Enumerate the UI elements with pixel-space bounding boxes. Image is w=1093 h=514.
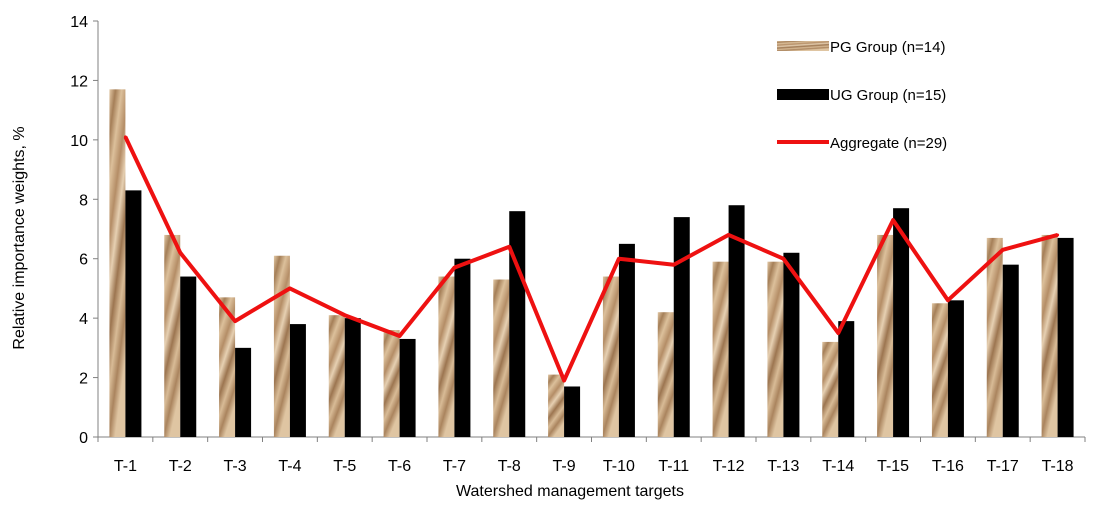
x-tick-label: T-3 <box>224 458 247 475</box>
x-tick-label: T-6 <box>388 458 411 475</box>
bar-ug-group <box>564 386 581 437</box>
aggregate-point <box>781 257 785 261</box>
bar-pg-group <box>219 297 236 437</box>
x-tick-label: T-17 <box>987 458 1019 475</box>
bar-pg-group <box>548 374 565 437</box>
aggregate-point <box>452 266 456 270</box>
bar-pg-group <box>1041 234 1058 437</box>
x-tick-label: T-12 <box>713 458 745 475</box>
y-tick-label: 4 <box>79 311 88 328</box>
legend-label-aggregate: Aggregate (n=29) <box>830 135 947 152</box>
y-axis-title: Relative importance weights, % <box>11 126 28 349</box>
legend-swatch-ug <box>777 89 829 100</box>
bars <box>109 89 1074 437</box>
bar-ug-group <box>838 321 855 437</box>
aggregate-point <box>507 245 511 249</box>
bar-ug-group <box>454 258 471 437</box>
bar-pg-group <box>328 315 345 437</box>
x-tick-label: T-18 <box>1042 458 1074 475</box>
aggregate-point <box>617 257 621 261</box>
bar-ug-group <box>235 347 252 437</box>
aggregate-point <box>1001 248 1005 252</box>
y-tick-label: 10 <box>70 133 88 150</box>
bar-pg-group <box>767 261 784 437</box>
bar-pg-group <box>986 237 1003 437</box>
bar-pg-group <box>164 234 181 437</box>
aggregate-point <box>343 313 347 317</box>
y-axis: 0 2 4 6 8 10 12 14 <box>70 14 99 447</box>
x-tick-label: T-15 <box>877 458 909 475</box>
bar-pg-group <box>822 341 839 437</box>
aggregate-point <box>233 319 237 323</box>
bar-ug-group <box>509 211 526 437</box>
y-tick-label: 8 <box>79 192 88 209</box>
x-tick-label: T-11 <box>658 458 689 475</box>
x-tick-label: T-14 <box>822 458 854 475</box>
bar-ug-group <box>618 243 635 437</box>
x-tick-label: T-10 <box>603 458 635 475</box>
bar-pg-group <box>438 276 455 437</box>
bar-pg-group <box>657 312 674 437</box>
legend-swatch-pg <box>777 41 829 51</box>
x-axis: T-1 T-2 T-3 T-4 T-5 T-6 T-7 T-8 T-9 T-10 T-11 T-12 T… <box>97 436 1086 475</box>
bar-ug-group <box>728 205 745 437</box>
bar-pg-group <box>602 276 619 437</box>
x-tick-label: T-8 <box>498 458 521 475</box>
y-tick-label: 2 <box>79 371 88 388</box>
legend: PG Group (n=14) UG Group (n=15) Aggregat… <box>777 39 947 152</box>
legend-label-ug: UG Group (n=15) <box>830 87 946 104</box>
bar-ug-group <box>289 324 306 437</box>
x-tick-label: T-7 <box>443 458 466 475</box>
legend-label-pg: PG Group (n=14) <box>830 39 945 56</box>
bar-pg-group <box>109 89 126 437</box>
aggregate-point <box>727 233 731 237</box>
bar-ug-group <box>947 300 964 437</box>
bar-ug-group <box>399 338 416 437</box>
bar-pg-group <box>493 279 510 437</box>
bar-pg-group <box>931 303 948 437</box>
aggregate-point <box>672 263 676 267</box>
bar-pg-group <box>877 234 894 437</box>
aggregate-point <box>562 379 566 383</box>
x-tick-label: T-16 <box>932 458 964 475</box>
y-tick-label: 14 <box>70 14 88 31</box>
bar-ug-group <box>344 318 361 437</box>
x-tick-label: T-4 <box>278 458 301 475</box>
aggregate-line-layer <box>123 135 1060 383</box>
x-tick-label: T-1 <box>114 458 137 475</box>
aggregate-point <box>398 334 402 338</box>
aggregate-point <box>178 251 182 255</box>
bar-ug-group <box>673 217 690 437</box>
y-tick-label: 12 <box>70 73 88 90</box>
aggregate-point <box>1056 233 1060 237</box>
bar-pg-group <box>273 255 290 437</box>
bar-ug-group <box>1057 237 1074 437</box>
x-axis-title: Watershed management targets <box>456 483 684 500</box>
aggregate-point <box>288 286 292 290</box>
x-tick-label: T-5 <box>333 458 356 475</box>
aggregate-point <box>946 298 950 302</box>
bar-ug-group <box>180 276 197 437</box>
aggregate-line <box>123 136 1059 383</box>
bar-ug-group <box>1002 264 1019 437</box>
bar-pg-group <box>712 261 729 437</box>
bar-ug-group <box>125 190 142 437</box>
aggregate-point <box>891 218 895 222</box>
y-tick-label: 6 <box>79 252 88 269</box>
bar-pg-group <box>383 330 400 437</box>
x-tick-label: T-2 <box>169 458 192 475</box>
x-tick-label: T-9 <box>553 458 576 475</box>
aggregate-point <box>123 135 127 139</box>
x-tick-label: T-13 <box>767 458 799 475</box>
y-tick-label: 0 <box>79 430 88 447</box>
aggregate-point <box>836 331 840 335</box>
bar-ug-group <box>893 208 910 437</box>
bar-ug-group <box>783 252 800 437</box>
